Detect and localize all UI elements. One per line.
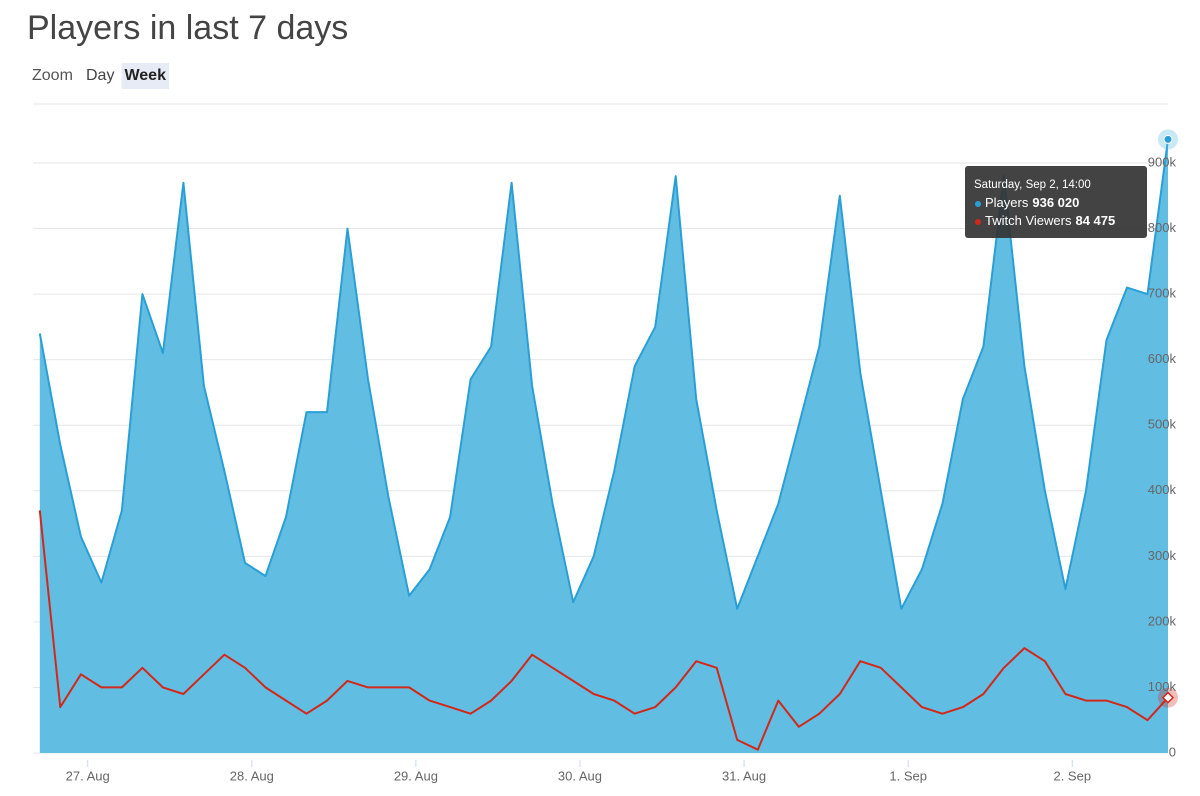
zoom-option[interactable]: Week <box>124 67 166 84</box>
series-line <box>38 510 1169 751</box>
tooltip-bullet <box>975 201 981 207</box>
hover-marker <box>1163 134 1173 144</box>
tooltip-value: 936 020 <box>1032 195 1079 210</box>
tooltip: Saturday, Sep 2, 14:00 Players936 020 Twit… <box>965 166 1147 238</box>
hover-marker <box>1161 691 1175 704</box>
zoom-option[interactable]: Day <box>86 67 114 84</box>
zoom-label: Zoom <box>32 67 73 84</box>
tooltip-bullet <box>975 219 981 225</box>
zoom-selected-bg <box>121 63 169 89</box>
tooltip-series-name: Players <box>985 195 1029 210</box>
page-title: Players in last 7 days <box>27 9 348 47</box>
x-tick-label: 2. Sep <box>1053 768 1091 783</box>
y-tick-label: 100k <box>1148 679 1177 694</box>
tooltip-box <box>965 166 1147 238</box>
series-area <box>39 139 1168 753</box>
tooltip-series-name: Twitch Viewers <box>985 213 1072 228</box>
series-line <box>38 139 1169 610</box>
y-tick-label: 600k <box>1148 351 1177 366</box>
y-tick-label: 800k <box>1148 220 1177 235</box>
y-tick-label: 900k <box>1148 154 1177 169</box>
y-tick-label: 400k <box>1148 482 1177 497</box>
x-tick-label: 28. Aug <box>230 768 274 783</box>
tooltip-row: Twitch Viewers84 475 <box>985 213 1115 228</box>
axes: 0 100k 200k 300k 400k 500k 600k 700k 800k 900k 27.… <box>66 154 1177 783</box>
y-tick-label: 300k <box>1148 548 1177 563</box>
tooltip-row: Players936 020 <box>985 195 1079 210</box>
zoom-options: Day Week <box>86 63 169 89</box>
x-tick-label: 29. Aug <box>394 768 438 783</box>
x-tick-label: 27. Aug <box>66 768 110 783</box>
y-tick-label: 0 <box>1169 744 1176 759</box>
tooltip-value: 84 475 <box>1075 213 1115 228</box>
plot <box>38 129 1178 753</box>
x-tick-label: 30. Aug <box>558 768 602 783</box>
tooltip-title: Saturday, Sep 2, 14:00 <box>974 179 1091 191</box>
x-tick-label: 1. Sep <box>889 768 927 783</box>
y-tick-label: 500k <box>1148 417 1177 432</box>
x-tick-label: 31. Aug <box>722 768 766 783</box>
y-tick-label: 700k <box>1148 286 1177 301</box>
y-tick-label: 200k <box>1148 613 1177 628</box>
